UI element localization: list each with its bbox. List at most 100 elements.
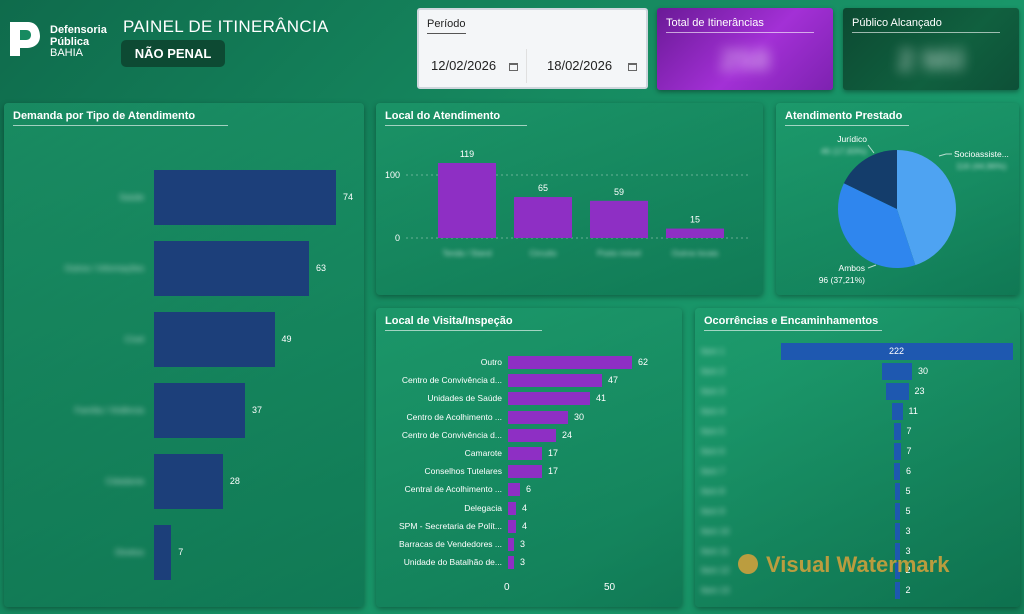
ocorr-value-label: 222 — [889, 346, 905, 356]
local-bar — [590, 200, 648, 238]
visita-xtick-label: 50 — [604, 582, 616, 593]
visita-value-label: 30 — [574, 411, 585, 422]
demanda-value-label: 28 — [229, 475, 240, 486]
visita-bar — [508, 465, 542, 479]
pie-slice-label: Jurídico — [837, 134, 867, 144]
demanda-category-label: Direitos — [115, 546, 144, 557]
pie-leader-line — [867, 264, 877, 269]
ocorr-value-label: 7 — [906, 445, 912, 456]
ocorr-value-label: 30 — [918, 365, 929, 376]
visita-value-label: 62 — [638, 357, 649, 367]
ocorr-bar — [894, 502, 900, 520]
pie-leader-line — [938, 153, 952, 157]
prestado-title: Atendimento Prestado — [785, 110, 909, 126]
demanda-category-label: Cível — [124, 333, 144, 344]
visita-bar — [508, 483, 520, 497]
pie-chart: Socioassiste... 116 (44,96%) Ambos 96 (37,2… — [819, 134, 1009, 285]
end-date-input[interactable]: 18/02/2026 — [537, 49, 645, 83]
ocorr-category-label: Item 10 — [701, 525, 730, 536]
ocorr-category-label: Item 3 — [701, 385, 725, 396]
demanda-value-label: 74 — [343, 191, 354, 202]
watermark-text: Visual Watermark — [766, 552, 950, 577]
logo-text-line3: BAHIA — [50, 47, 84, 59]
logo-text-line1: Defensoria — [50, 24, 107, 36]
local-value-label: 119 — [460, 149, 474, 159]
mode-badge[interactable]: NÃO PENAL — [121, 40, 225, 67]
kpi-publico-value: 2 Mil — [897, 44, 965, 77]
local-bar — [514, 197, 572, 238]
visita-bar — [508, 428, 556, 442]
visita-value-label: 24 — [562, 429, 573, 440]
ocorr-value-label: 3 — [905, 545, 911, 556]
ocorr-value-label: 3 — [905, 525, 911, 536]
visita-value-label: 17 — [548, 448, 559, 458]
watermark-lock-icon — [738, 554, 758, 574]
pie-slice-label: 46 (17,83%) — [821, 146, 867, 156]
visita-bar — [508, 447, 542, 460]
kpi-publico-alcancado: Público Alcançado 2 Mil — [843, 8, 1019, 90]
visita-bar — [508, 538, 514, 551]
ocorr-bar — [882, 362, 912, 380]
calendar-icon[interactable] — [628, 63, 637, 71]
local-title: Local do Atendimento — [385, 110, 527, 126]
demanda-category-label: Família / Violência — [74, 404, 144, 415]
visita-xtick-label: 0 — [504, 582, 510, 593]
visita-category-label: Centro de Acolhimento ... — [406, 411, 502, 422]
visita-value-label: 4 — [522, 520, 528, 531]
visita-value-label: 41 — [596, 393, 607, 404]
visita-bar — [508, 501, 516, 515]
ocorr-category-label: Item 5 — [701, 425, 725, 436]
demanda-bar — [154, 241, 309, 296]
demanda-value-label: 7 — [178, 546, 184, 557]
local-value-label: 59 — [614, 187, 624, 197]
calendar-icon[interactable] — [509, 63, 518, 71]
visita-category-label: Centro de Convivência d... — [401, 429, 502, 440]
local-bar — [666, 228, 724, 238]
ocorr-bar — [781, 343, 1013, 360]
demanda-category-label: Cidadania — [105, 475, 144, 486]
visita-bar — [508, 392, 590, 406]
local-category-label: Outros locais — [672, 249, 719, 258]
local-bar — [438, 163, 496, 238]
ocorr-value-label: 5 — [905, 485, 911, 496]
ocorr-category-label: Item 6 — [701, 445, 725, 456]
visita-bar — [508, 374, 602, 388]
local-value-label: 15 — [690, 215, 700, 225]
page-title: PAINEL DE ITINERÂNCIA — [123, 17, 329, 36]
start-date-input[interactable]: 12/02/2026 — [421, 49, 527, 83]
ocorr-category-label: Item 4 — [701, 405, 725, 416]
local-category-label: Circuito — [529, 249, 557, 258]
ocorr-value-label: 23 — [914, 385, 925, 396]
local-category-label: Posto móvel — [597, 249, 641, 258]
visita-category-label: Unidades de Saúde — [427, 393, 502, 404]
kpi-publico-label: Público Alcançado — [852, 17, 1000, 33]
ocorr-category-label: Item 7 — [701, 465, 725, 476]
visita-value-label: 6 — [526, 484, 532, 495]
ocorr-category-label: Item 1 — [701, 346, 725, 356]
visita-category-label: Barracas de Vendedores ... — [398, 539, 502, 549]
pie-slice-label: 116 (44,96%) — [956, 161, 1007, 171]
visita-category-label: Unidade do Batalhão de... — [403, 557, 502, 568]
demanda-bar — [154, 170, 336, 225]
ocorr-value-label: 2 — [905, 565, 911, 576]
demanda-value-label: 49 — [281, 333, 292, 344]
kpi-total-itinerancias: Total de Itinerâncias 258 — [657, 8, 833, 90]
demanda-value-label: 63 — [315, 262, 326, 273]
ocorr-bar — [885, 382, 909, 400]
local-chart: 0 100 119 Tenda / Stand 65 Circuito 59 Posto mó… — [385, 149, 751, 258]
ocorr-bar — [893, 442, 901, 460]
visita-value-label: 17 — [548, 466, 559, 477]
kpi-total-label: Total de Itinerâncias — [666, 17, 814, 33]
card-demanda-tipo: Demanda por Tipo de Atendimento 74 Saúde 6… — [4, 103, 364, 607]
ocorr-value-label: 6 — [906, 465, 912, 476]
visita-value-label: 3 — [520, 539, 526, 549]
visita-value-label: 47 — [608, 375, 619, 386]
ocorr-value-label: 11 — [908, 405, 918, 416]
kpi-total-value: 258 — [719, 44, 771, 77]
demanda-value-label: 37 — [252, 404, 263, 415]
pie-slice-label: Ambos — [839, 263, 865, 273]
local-value-label: 65 — [538, 183, 548, 193]
ocorr-value-label: 5 — [905, 505, 911, 516]
card-local-atendimento: Local do Atendimento 0 100 119 Tenda / Stan… — [376, 103, 763, 295]
demanda-category-label: Saúde — [119, 191, 144, 202]
